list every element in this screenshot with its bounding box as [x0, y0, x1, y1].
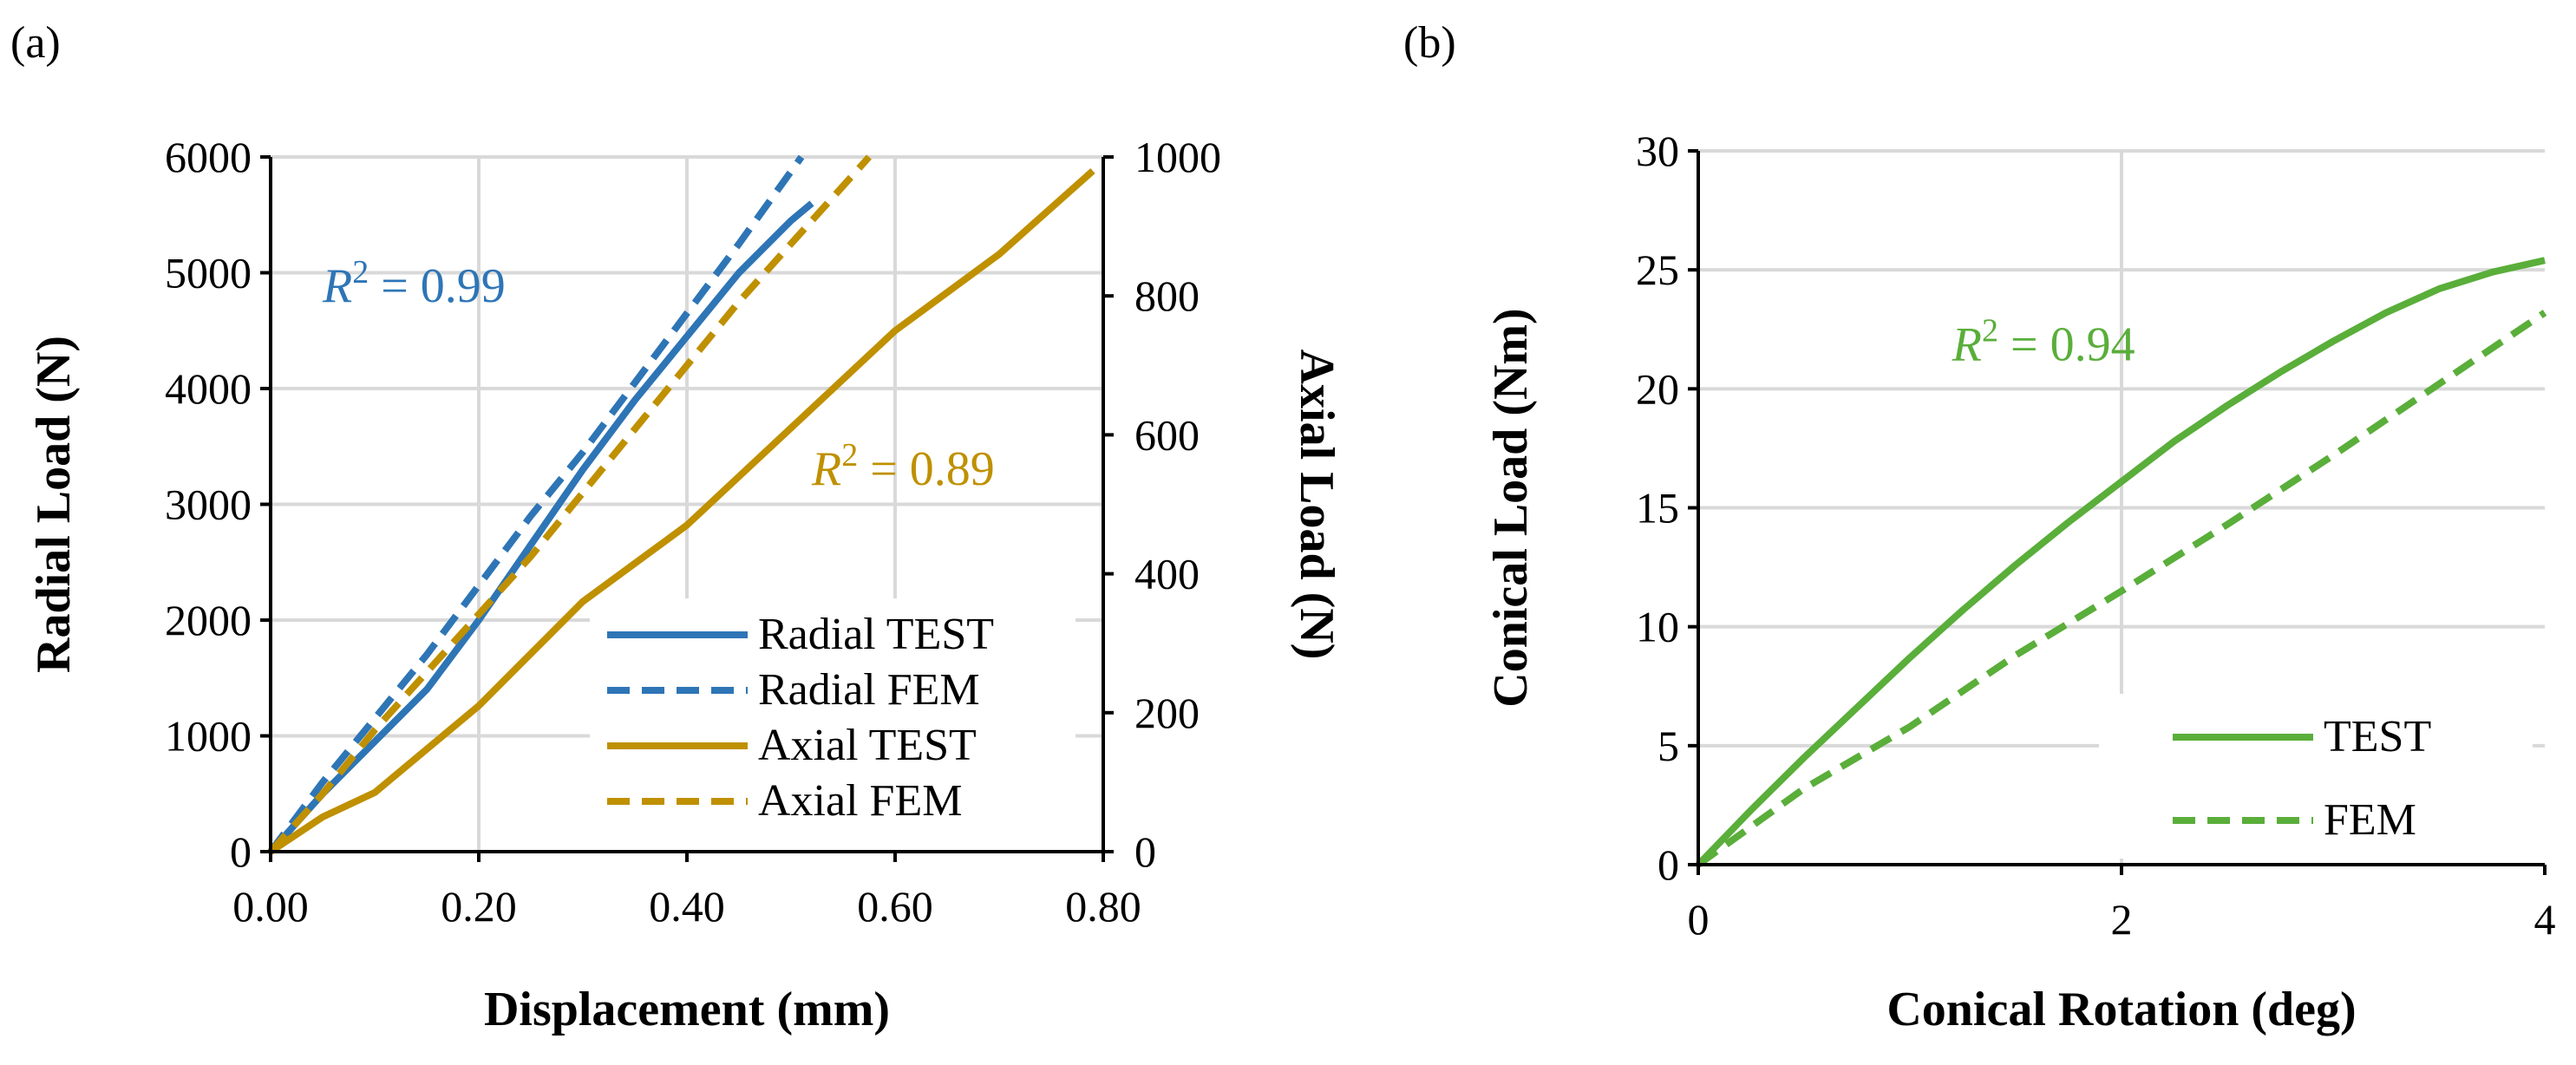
legend-label: Radial TEST [758, 610, 994, 659]
y2-axis-label: Axial Load (N) [1290, 350, 1344, 660]
x-tick-label: 4 [2534, 895, 2556, 944]
y2-tick-label: 200 [1134, 689, 1200, 737]
x-tick-label: 0.00 [232, 882, 309, 931]
y-tick-label: 25 [1636, 245, 1679, 294]
y-tick-label: 6000 [165, 133, 252, 181]
y-tick-label: 5 [1657, 722, 1679, 770]
y2-tick-label: 400 [1134, 550, 1200, 598]
legend-label: FEM [2324, 795, 2416, 845]
y-tick-label: 3000 [165, 480, 252, 529]
y2-tick-label: 1000 [1134, 133, 1221, 181]
x-axis-label: Displacement (mm) [484, 983, 890, 1036]
y2-tick-label: 0 [1134, 827, 1156, 876]
y-tick-label: 1000 [165, 712, 252, 761]
x-tick-label: 2 [2111, 895, 2133, 944]
r-squared-annotation: R2 = 0.94 [1952, 312, 2135, 371]
legend-label: Radial FEM [758, 665, 980, 715]
y-axis-label: Conical Load (Nm) [1484, 308, 1538, 707]
x-tick-label: 0.80 [1065, 882, 1141, 931]
legend-background [2099, 694, 2533, 859]
y-tick-label: 10 [1636, 603, 1679, 651]
legend-label: Axial TEST [758, 721, 977, 770]
series-line-axial-fem [268, 154, 872, 854]
y2-tick-label: 800 [1134, 271, 1200, 320]
y-axis-label: Radial Load (N) [27, 336, 81, 673]
y-tick-label: 15 [1636, 484, 1679, 532]
y-tick-label: 4000 [165, 364, 252, 413]
panel-label-b: (b) [1403, 18, 1456, 68]
series-line-axial-test [268, 168, 1095, 855]
chart-a: 0.00 0.20 0.40 0.60 0.8001000200030004000500… [27, 133, 1344, 1036]
y-tick-label: 5000 [165, 249, 252, 297]
y-tick-label: 0 [1657, 840, 1679, 889]
y-tick-label: 0 [230, 827, 252, 876]
r-squared-annotation: R2 = 0.99 [322, 254, 506, 313]
legend-label: TEST [2324, 712, 2431, 761]
series-line-fem [1696, 310, 2547, 868]
panel-label-a: (a) [10, 18, 61, 68]
legend-label: Axial FEM [758, 776, 962, 826]
r-squared-annotation: R2 = 0.89 [811, 437, 995, 496]
y2-tick-label: 600 [1134, 410, 1200, 459]
y-tick-label: 20 [1636, 364, 1679, 413]
legend-background [590, 598, 1076, 850]
series-line-radial-fem [267, 154, 805, 854]
chart-b: 0 2 4 0 5 10 15 20 25 30 Conical Rotation (deg) Con… [1484, 127, 2556, 1036]
series-line-test [1696, 257, 2546, 867]
x-tick-label: 0 [1688, 895, 1710, 944]
y-tick-label: 30 [1636, 127, 1679, 175]
x-tick-label: 0.20 [441, 882, 517, 931]
x-tick-label: 0.60 [857, 882, 933, 931]
x-tick-label: 0.40 [649, 882, 725, 931]
y-tick-label: 2000 [165, 596, 252, 644]
x-axis-label: Conical Rotation (deg) [1886, 983, 2356, 1036]
